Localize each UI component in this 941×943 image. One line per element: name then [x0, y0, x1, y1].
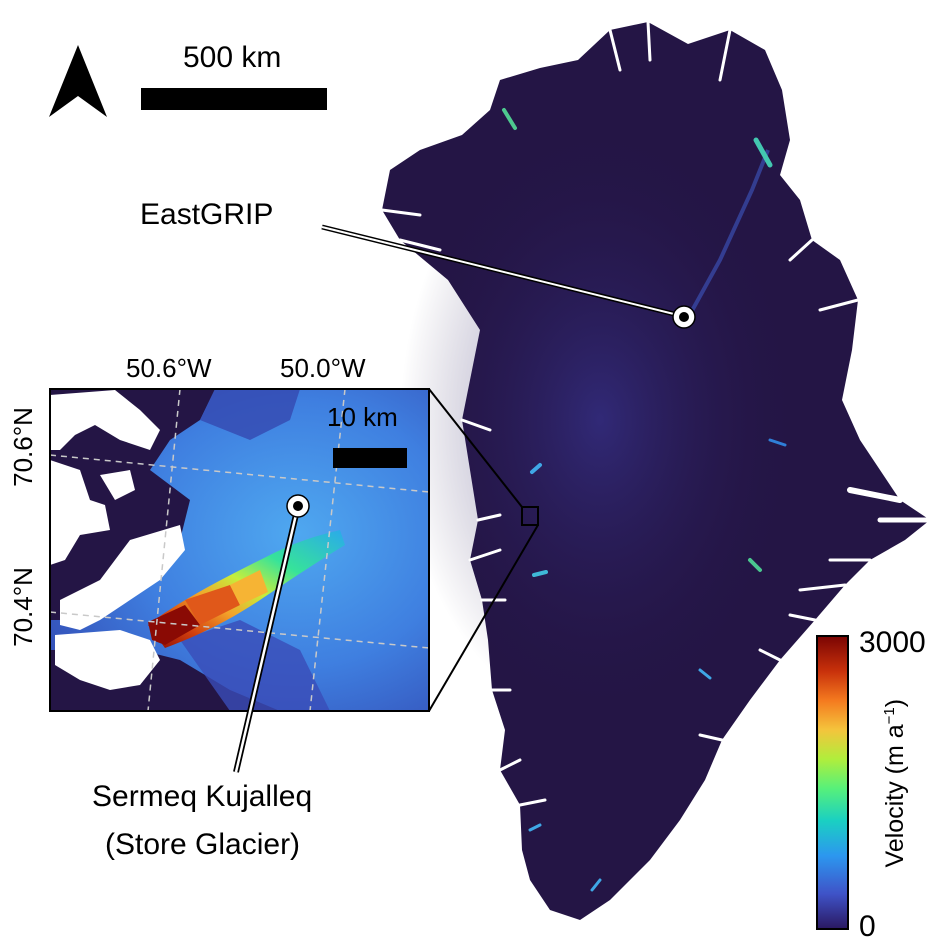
eastgrip-label: EastGRIP [140, 198, 274, 231]
inset-scale-bar-label: 10 km [327, 402, 398, 432]
colorbar-max-label: 3000 [859, 626, 926, 659]
scale-bar [141, 88, 327, 110]
inset-map [50, 389, 429, 711]
north-arrow-icon [49, 45, 107, 117]
glacier-label-line2: (Store Glacier) [105, 828, 301, 861]
colorbar-title: Velocity (m a−1) [880, 698, 910, 868]
colorbar-min-label: 0 [859, 910, 876, 943]
inset-scale-bar [333, 448, 407, 468]
scale-bar-label: 500 km [183, 41, 282, 74]
inset-lon-label-2: 50.0°W [280, 353, 366, 383]
inset-frame [49, 388, 430, 712]
colorbar [816, 635, 849, 930]
inset-lat-label-1: 70.6°N [8, 407, 38, 487]
inset-connector-top [428, 388, 523, 508]
inset-lat-label-2: 70.4°N [8, 567, 38, 647]
glacier-label-line1: Sermeq Kujalleq [92, 780, 313, 813]
inset-location-box [521, 506, 539, 526]
inset-lon-label-1: 50.6°W [126, 353, 212, 383]
inset-connector-bottom [428, 524, 539, 712]
